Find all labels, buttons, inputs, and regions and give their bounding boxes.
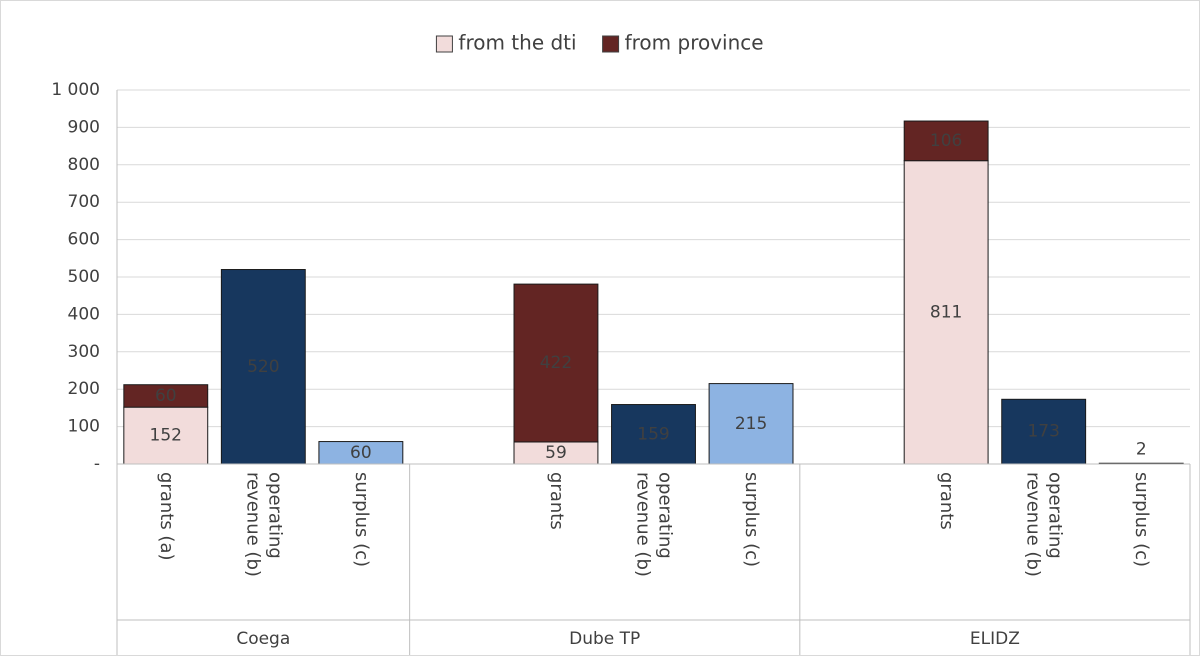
x-tick-label: grants (a) — [155, 472, 177, 561]
data-label: 2 — [1136, 439, 1147, 459]
y-tick-label: 500 — [68, 267, 100, 287]
legend-swatch — [435, 35, 453, 53]
data-label: 152 — [150, 426, 182, 446]
bar — [123, 406, 209, 465]
bar — [708, 383, 794, 465]
data-label: 159 — [637, 424, 669, 444]
y-tick-label: 200 — [68, 379, 100, 399]
y-tick-label: 100 — [68, 417, 100, 437]
legend-swatch — [602, 35, 620, 53]
x-tick-label: surplus (c) — [1131, 472, 1153, 568]
y-tick-label: 900 — [68, 117, 100, 137]
x-tick-label: surplus (c) — [350, 472, 372, 568]
legend-label: from the dti — [458, 31, 576, 55]
bar — [220, 269, 306, 465]
x-tick-label: operating revenue (b) — [242, 472, 286, 577]
data-label: 215 — [735, 414, 767, 434]
x-tick-label: operating revenue (b) — [1022, 472, 1066, 577]
data-label: 520 — [247, 357, 279, 377]
bar — [611, 404, 696, 465]
y-tick-label: - — [94, 454, 100, 474]
bar — [903, 120, 989, 162]
x-tick-label: surplus (c) — [741, 472, 763, 568]
data-label: 60 — [155, 386, 177, 406]
x-tick-label: grants — [545, 472, 567, 530]
x-tick-label: grants — [936, 472, 958, 530]
y-tick-label: 400 — [68, 304, 100, 324]
data-label: 106 — [930, 131, 962, 151]
data-label: 173 — [1027, 422, 1059, 442]
data-label: 422 — [540, 353, 572, 373]
bar — [513, 283, 599, 443]
y-tick-label: 1 000 — [51, 80, 100, 100]
y-tick-label: 600 — [68, 230, 100, 250]
legend-label: from province — [625, 31, 764, 55]
bar — [1001, 398, 1087, 465]
y-tick-label: 700 — [68, 192, 100, 212]
y-tick-label: 800 — [68, 155, 100, 175]
bar — [123, 384, 209, 408]
x-tick-label: operating revenue (b) — [632, 472, 676, 577]
data-label: 811 — [930, 302, 962, 322]
group-label: ELIDZ — [970, 629, 1020, 649]
y-tick-label: 300 — [68, 342, 100, 362]
data-label: 60 — [350, 443, 372, 463]
group-label: Coega — [236, 629, 290, 649]
data-label: 59 — [545, 443, 567, 463]
group-label: Dube TP — [569, 629, 640, 649]
